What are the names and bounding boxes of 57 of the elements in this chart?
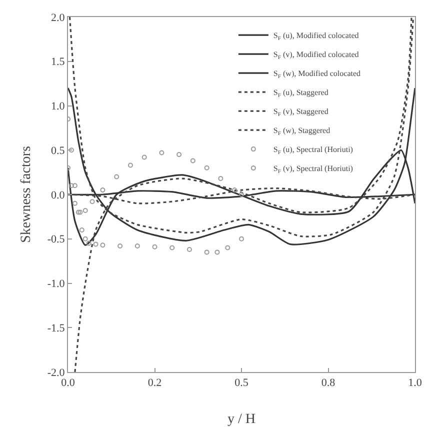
legend-label: S$_{F}$ (w), Staggered <box>273 126 330 137</box>
x-tick-label: 1.0 <box>408 377 422 390</box>
y-tick-label: -2.0 <box>47 366 66 379</box>
point <box>142 154 147 160</box>
point <box>118 243 123 248</box>
point <box>186 247 192 252</box>
point <box>90 199 95 204</box>
point <box>225 245 230 250</box>
y-tick-label: 0.5 <box>51 144 66 157</box>
point <box>170 245 175 250</box>
point <box>100 188 106 193</box>
y-tick-label: -1.5 <box>47 322 66 334</box>
point <box>76 210 81 215</box>
legend-label: S$_{F}$ (u), Staggered <box>273 88 328 99</box>
point <box>159 150 164 156</box>
legend-label: S$_{F}$ (u), Modified colocated <box>273 31 359 42</box>
legend-label: S$_{F}$ (w), Modified colocated <box>273 69 361 80</box>
y-tick-label: 1.5 <box>51 56 66 68</box>
point <box>152 244 158 250</box>
point <box>239 236 244 242</box>
y-tick-label: 2.0 <box>51 12 66 24</box>
point <box>114 174 120 180</box>
y-tick-label: 1.0 <box>51 100 66 113</box>
x-tick-label: 0.2 <box>148 377 162 390</box>
x-tick-label: 0.5 <box>234 377 249 390</box>
legend-label: S$_{F}$ (u), Spectral (Horiuti) <box>273 145 354 156</box>
point <box>100 242 106 248</box>
point <box>82 236 88 242</box>
point <box>134 243 140 248</box>
x-tick-label: 0.0 <box>61 377 76 390</box>
point <box>239 192 244 197</box>
point <box>72 200 78 206</box>
point <box>176 152 182 158</box>
y-axis-title: Skewness factors <box>19 146 34 243</box>
point <box>72 183 78 188</box>
point <box>86 240 92 246</box>
point <box>128 162 133 168</box>
point <box>204 165 210 170</box>
line-series <box>68 87 415 246</box>
y-tick-label: -1.0 <box>47 278 66 290</box>
point <box>93 242 98 247</box>
point <box>68 183 74 188</box>
legend-label: S$_{F}$ (v), Spectral (Horiuti) <box>273 164 354 175</box>
point <box>214 250 220 255</box>
y-tick-label: 0.0 <box>51 189 66 202</box>
legend-label: S$_{F}$ (v), Modified colocated <box>273 50 359 61</box>
legend-label: S$_{F}$ (v), Staggered <box>273 107 328 118</box>
y-tick-label: -0.5 <box>47 234 66 246</box>
point <box>190 158 196 164</box>
point <box>232 188 238 193</box>
x-axis-title: y / H <box>228 412 256 427</box>
point <box>204 250 210 255</box>
point <box>78 210 83 215</box>
point <box>218 176 224 182</box>
point <box>79 228 84 232</box>
point <box>82 208 88 213</box>
x-tick-label: 0.8 <box>321 377 336 390</box>
